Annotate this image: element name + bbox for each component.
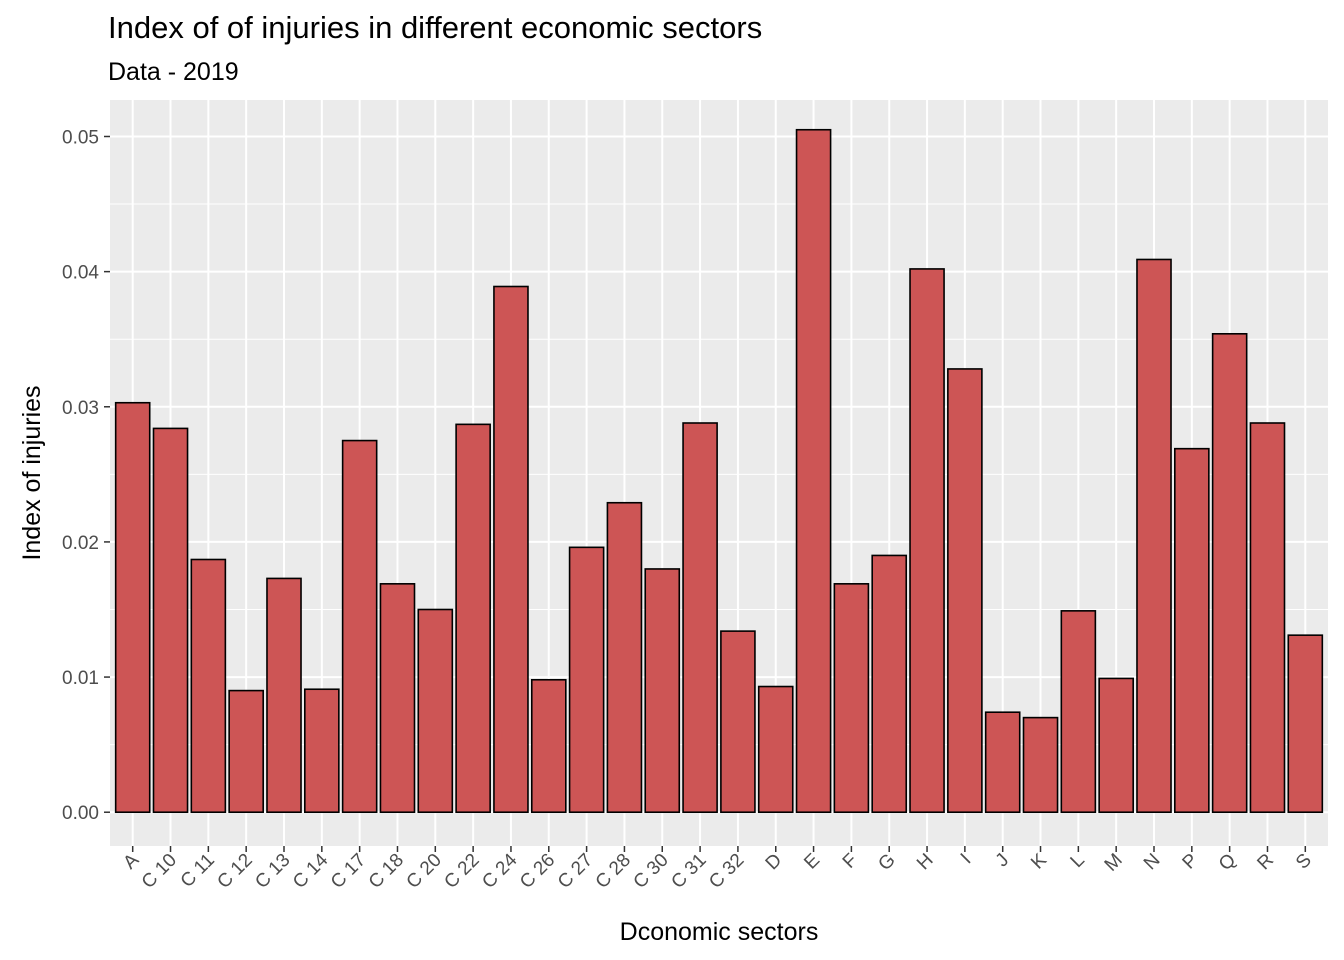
x-tick-label: C 32 <box>705 850 748 893</box>
bar-n <box>1136 258 1172 814</box>
x-tick-label: N <box>1140 850 1165 875</box>
bar-c22 <box>455 423 491 814</box>
bar-c32 <box>720 630 756 814</box>
y-tick-label: 0.01 <box>62 668 99 689</box>
x-tick-label: C 12 <box>213 850 256 893</box>
bar-a <box>114 401 151 814</box>
y-tick-label: 0.02 <box>62 533 99 554</box>
x-tick-label: E <box>800 850 824 874</box>
x-tick-label: A <box>119 849 143 873</box>
bar-c30 <box>644 568 681 814</box>
bar-f <box>833 583 870 814</box>
x-tick-label: F <box>839 850 862 873</box>
y-tick-label: 0.04 <box>62 263 99 284</box>
x-axis-title: Dconomic sectors <box>620 918 819 946</box>
x-tick-label: C 18 <box>365 850 408 893</box>
bar-c14 <box>304 688 340 814</box>
x-tick-label: M <box>1101 850 1127 876</box>
bar-g <box>871 554 908 814</box>
x-tick-label: D <box>762 850 787 875</box>
bar-s <box>1287 634 1324 814</box>
bar-j <box>984 711 1021 814</box>
x-tick-label: G <box>874 850 899 875</box>
bar-e <box>795 128 832 814</box>
x-tick-label: R <box>1253 850 1278 875</box>
x-tick-label: C 14 <box>289 849 333 893</box>
bar-c24 <box>493 285 529 814</box>
bar-c10 <box>152 427 189 814</box>
bar-k <box>1022 716 1059 814</box>
bar-d <box>757 685 794 814</box>
bar-q <box>1211 333 1248 814</box>
x-tick-label: C 20 <box>403 850 446 893</box>
bar-c12 <box>228 689 264 814</box>
x-tick-label: J <box>992 850 1014 872</box>
x-tick-label: Q <box>1215 850 1240 875</box>
y-tick-label: 0.05 <box>62 127 99 148</box>
bar-i <box>947 368 983 814</box>
x-tick-label: L <box>1067 850 1089 872</box>
x-tick-label: C 10 <box>138 850 181 893</box>
bar-m <box>1098 677 1134 814</box>
x-tick-label: S <box>1292 850 1316 874</box>
bar-h <box>909 268 945 814</box>
bar-l <box>1060 610 1097 814</box>
bar-c17 <box>341 439 378 814</box>
bar-c27 <box>568 546 605 814</box>
x-tick-label: C 24 <box>478 849 522 893</box>
bar-c26 <box>530 678 567 814</box>
bar-c31 <box>682 422 718 814</box>
y-tick-label: 0.03 <box>62 398 99 419</box>
bar-r <box>1249 422 1286 814</box>
y-axis-title: Index of injuries <box>18 385 46 560</box>
x-tick-label: C 31 <box>667 850 710 893</box>
y-tick-label: 0.00 <box>62 803 99 824</box>
bar-c28 <box>606 501 643 814</box>
bar-c18 <box>379 583 416 814</box>
x-tick-label: C 27 <box>554 850 597 893</box>
chart-subtitle: Data - 2019 <box>108 58 239 86</box>
bar-c11 <box>190 558 227 814</box>
x-tick-label: C 13 <box>251 850 294 893</box>
bar-c20 <box>417 608 454 814</box>
x-tick-label: C 11 <box>177 850 219 892</box>
bar-p <box>1174 447 1210 814</box>
x-tick-label: C 26 <box>516 850 559 893</box>
x-tick-label: H <box>913 850 938 875</box>
bar-c13 <box>266 577 302 814</box>
x-tick-label: C 30 <box>630 850 673 893</box>
x-tick-label: K <box>1027 849 1051 873</box>
x-tick-label: C 17 <box>327 850 370 893</box>
chart-title: Index of of injuries in different econom… <box>108 10 763 45</box>
x-tick-label: C 28 <box>592 850 635 893</box>
x-tick-label: P <box>1179 850 1203 874</box>
x-tick-label: C 22 <box>440 850 483 893</box>
x-tick-label: I <box>957 850 976 869</box>
